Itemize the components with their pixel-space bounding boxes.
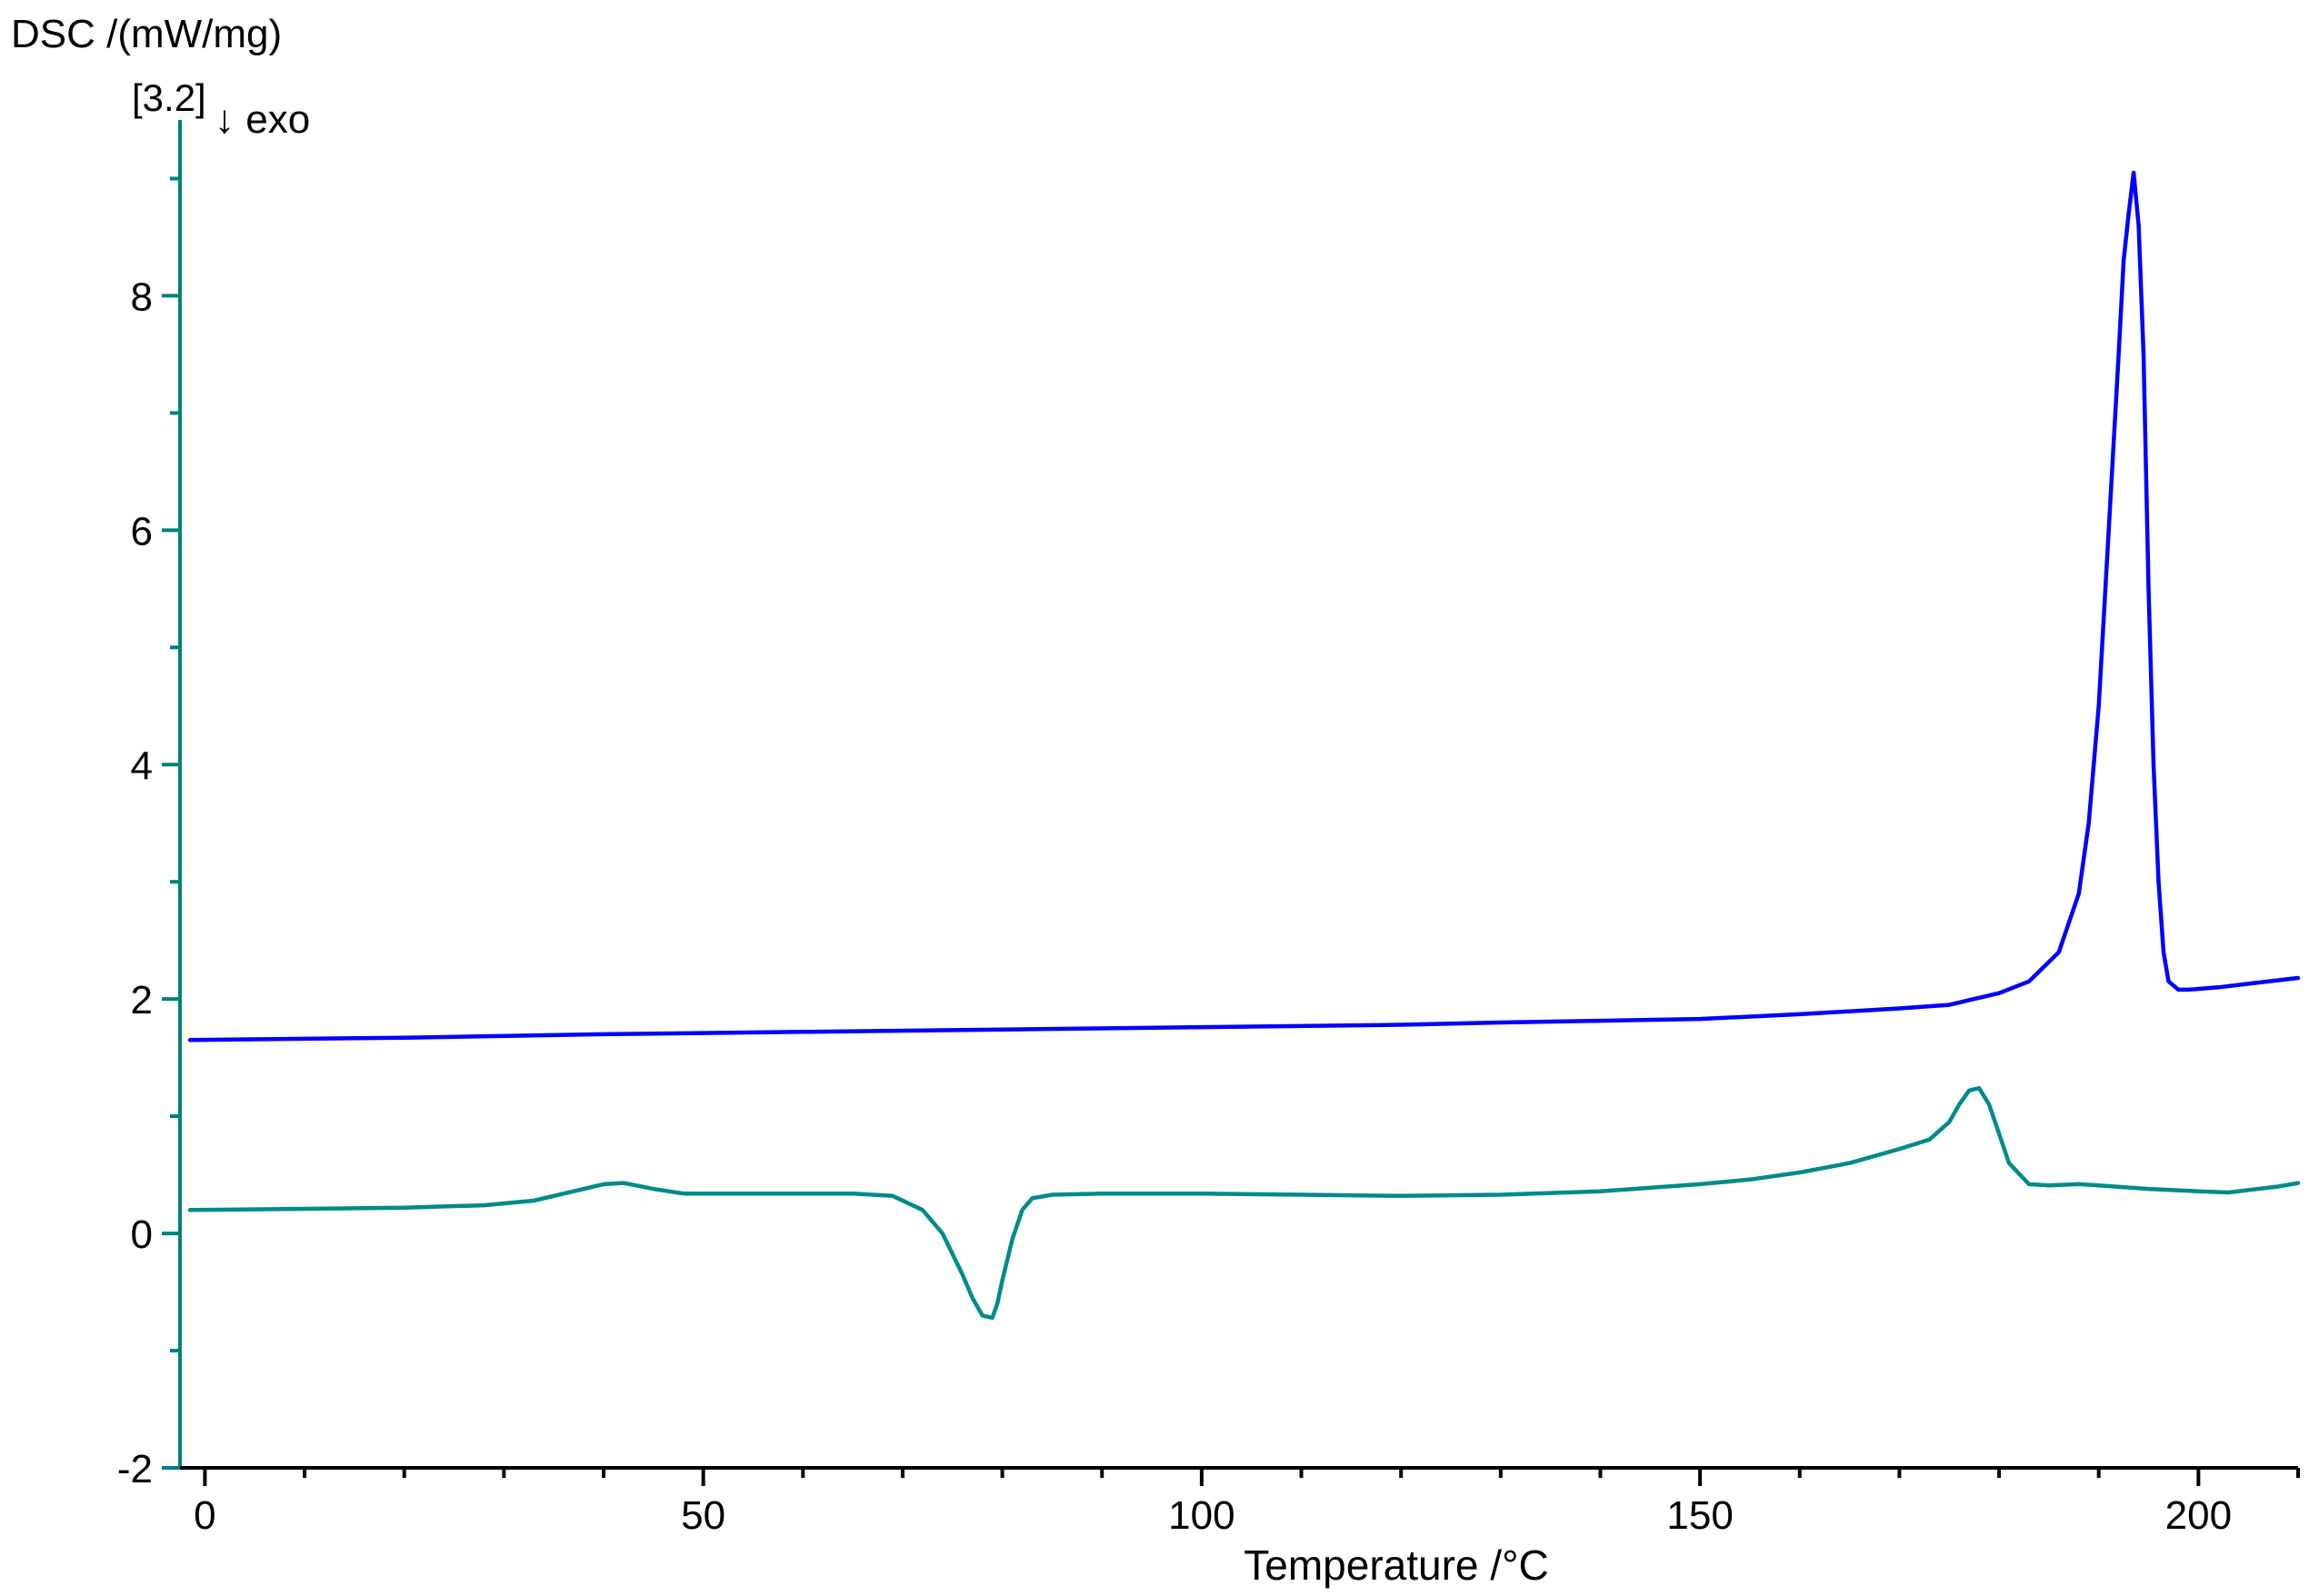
- x-axis-label: Temperature /°C: [1244, 1541, 1548, 1589]
- x-tick-label: 0: [194, 1493, 215, 1538]
- y-tick-label: 4: [131, 743, 153, 788]
- x-tick-label: 50: [681, 1493, 725, 1538]
- series-group: [187, 170, 2301, 1321]
- y-axis-label: DSC /(mW/mg): [11, 12, 282, 56]
- x-tick-label: 100: [1168, 1493, 1234, 1538]
- y-tick-label: -2: [117, 1447, 153, 1491]
- x-tick-label: 150: [1666, 1493, 1733, 1538]
- y-tick-label: 0: [131, 1212, 153, 1257]
- x-tick-label: 200: [2165, 1493, 2232, 1538]
- x-ticks: 0 50 100 150 200: [194, 1468, 2300, 1538]
- exo-label: ↓ exo: [215, 97, 310, 142]
- y-tick-label: 6: [131, 509, 153, 554]
- y-tick-label: 2: [131, 978, 153, 1022]
- curve-label: [3.2]: [132, 76, 206, 119]
- y-ticks: -2 0 2 4 6 8: [117, 176, 180, 1491]
- series-line-2: [187, 1085, 2301, 1321]
- series-line-1: [187, 170, 2301, 1042]
- y-tick-label: 8: [131, 274, 153, 319]
